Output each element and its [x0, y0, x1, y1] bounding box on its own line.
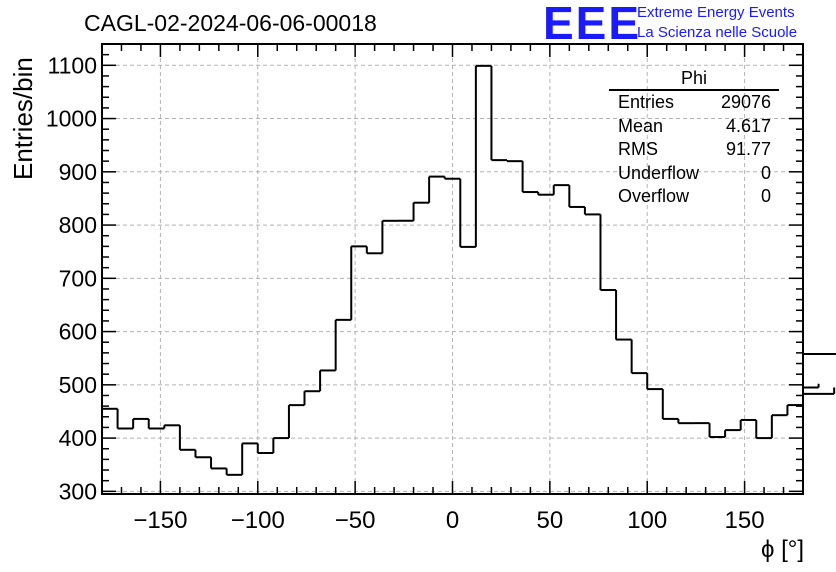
histogram-bin	[178, 425, 196, 451]
histogram-bin	[568, 185, 585, 208]
histogram-bin	[770, 414, 788, 439]
histogram-bin	[147, 418, 165, 430]
x-tick-label: 150	[725, 507, 765, 534]
histogram-bin	[755, 419, 772, 440]
x-tick-label: 100	[627, 507, 667, 534]
x-tick-label: 0	[446, 507, 459, 534]
histogram-bin	[506, 160, 523, 163]
eee-logo: EEE	[543, 0, 642, 49]
histogram-bin	[599, 214, 617, 292]
histogram-bin	[132, 417, 149, 429]
histogram-bin	[412, 201, 430, 221]
y-tick-label: 500	[59, 372, 97, 398]
histogram-bin	[739, 418, 757, 431]
histogram-bin	[459, 178, 476, 248]
histogram-bin	[287, 404, 305, 439]
histogram-bin	[537, 192, 554, 196]
brand-line-1: Extreme Energy Events	[637, 4, 795, 21]
histogram-bin	[803, 352, 836, 355]
histogram-bin	[116, 408, 134, 430]
stats-box: Phi Entries 29076 Mean 4.617 RMS 91.77 Unde…	[609, 68, 779, 209]
histogram-bin	[225, 468, 243, 476]
histogram-bin	[661, 389, 679, 420]
chart-title: CAGL-02-2024-06-06-00018	[84, 10, 377, 36]
histogram-bin	[474, 64, 492, 247]
histogram-bin	[803, 387, 836, 395]
histogram-bin	[677, 418, 694, 425]
y-tick-label: 900	[59, 159, 97, 185]
axis-ticks	[101, 43, 804, 494]
histogram-bin	[334, 318, 352, 371]
histogram-bin	[630, 339, 648, 375]
stats-row-overflow: Overflow 0	[618, 186, 771, 206]
histogram-bin	[241, 442, 258, 475]
y-tick-label: 600	[59, 319, 97, 345]
histogram-bin	[443, 176, 461, 180]
stats-name: Phi	[609, 68, 779, 91]
histogram-bin	[272, 437, 289, 453]
y-axis-label: Entries/bin	[8, 57, 38, 180]
histogram-bin	[163, 424, 180, 429]
histogram-bin	[521, 161, 539, 194]
histogram-bin	[365, 246, 383, 255]
histogram-bin	[552, 184, 570, 195]
histogram-bars	[102, 64, 836, 476]
stats-row-underflow: Underflow 0	[618, 162, 771, 183]
y-tick-label: 800	[59, 212, 97, 238]
x-tick-label: −100	[231, 507, 285, 534]
histogram-bin	[319, 369, 336, 392]
y-tick-label: 400	[59, 425, 97, 451]
histogram-bin	[646, 373, 663, 391]
histogram-bin	[381, 219, 398, 254]
x-tick-label: 50	[537, 507, 564, 534]
x-tick-label: −50	[335, 507, 376, 534]
histogram-bin	[803, 383, 820, 389]
x-tick-label: −150	[133, 507, 187, 534]
y-tick-label: 1000	[46, 106, 97, 132]
y-tick-label: 300	[59, 478, 97, 504]
brand-line-2: La Scienza nelle Scuole	[637, 24, 798, 41]
histogram-bin	[583, 206, 601, 216]
histogram-bin	[708, 423, 726, 439]
x-axis-label: ϕ [°]	[760, 536, 804, 563]
y-tick-label: 700	[59, 265, 97, 291]
stats-row-entries: Entries 29076	[618, 92, 771, 112]
histogram-bin	[350, 245, 367, 320]
stats-row-mean: Mean 4.617	[618, 115, 771, 136]
y-tick-label: 1100	[48, 52, 97, 78]
histogram-bin	[194, 449, 212, 459]
histogram-bin	[490, 65, 508, 162]
histogram-bin	[428, 175, 445, 203]
histogram-bin	[615, 290, 632, 341]
histogram-bin	[210, 457, 227, 470]
histogram-bin	[786, 404, 803, 416]
histogram-bin	[303, 390, 321, 406]
tick-labels: −150 −100 −50 0 50 100 150 300 400 500 600 700 800 90…	[46, 52, 765, 534]
stats-row-rms: RMS 91.77	[618, 139, 771, 159]
histogram-bin	[256, 443, 274, 454]
histogram-bin	[724, 429, 741, 438]
